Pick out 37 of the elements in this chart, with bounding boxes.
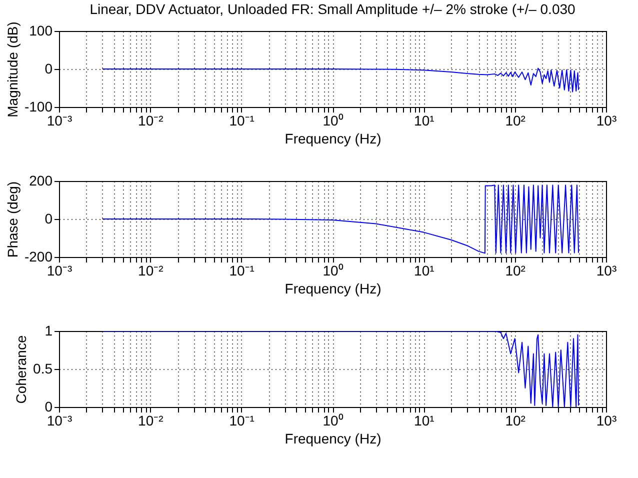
y-tick-label: 0 [44,60,53,76]
y-axis-title: Magnitude (dB) [4,22,20,118]
x-axis-title: Frequency (Hz) [284,130,382,146]
y-tick-label: 1 [44,322,53,338]
y-tick-label: 200 [29,172,53,188]
x-tick-label: 10⁻¹ [229,112,255,128]
x-tick-label: 10⁻³ [46,412,72,428]
x-tick-label: 10¹ [414,262,435,278]
x-tick-label: 10³ [596,112,617,128]
y-axis-title: Coherance [13,335,30,404]
x-tick-label: 10³ [596,262,617,278]
x-tick-label: 10¹ [414,112,435,128]
x-tick-label: 10⁻² [138,262,164,278]
x-tick-label: 10³ [596,412,617,428]
x-tick-label: 10² [505,412,526,428]
y-tick-label: 100 [29,22,53,38]
x-tick-label: 10¹ [414,412,435,428]
x-tick-label: 10² [505,262,526,278]
x-tick-label: 10⁰ [322,412,344,428]
x-axis-title: Frequency (Hz) [284,280,382,296]
x-tick-label: 10⁻¹ [229,412,255,428]
x-tick-label: 10² [505,112,526,128]
y-tick-label: 0.5 [33,360,53,376]
y-tick-label: 0 [44,210,53,226]
chart-title: Linear, DDV Actuator, Unloaded FR: Small Amplitude +/– 2% stroke (+/– 0.030 [90,1,576,18]
x-tick-label: 10⁻² [138,412,164,428]
x-tick-label: 10⁻³ [46,112,72,128]
x-tick-label: 10⁰ [322,262,344,278]
x-axis-title: Frequency (Hz) [284,430,382,446]
x-tick-label: 10⁻² [138,112,164,128]
y-tick-label: 0 [44,398,53,414]
y-tick-label: -100 [24,98,53,114]
y-axis-title: Phase (deg) [4,181,20,258]
x-tick-label: 10⁰ [322,112,344,128]
x-tick-label: 10⁻¹ [229,262,255,278]
y-tick-label: -200 [24,248,53,264]
x-tick-label: 10⁻³ [46,262,72,278]
